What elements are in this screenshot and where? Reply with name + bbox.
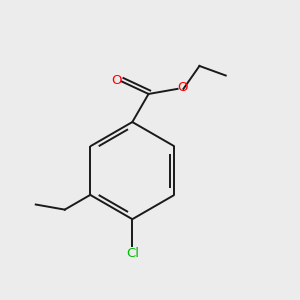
Text: O: O <box>178 82 188 94</box>
Text: O: O <box>111 74 122 87</box>
Text: Cl: Cl <box>126 247 139 260</box>
